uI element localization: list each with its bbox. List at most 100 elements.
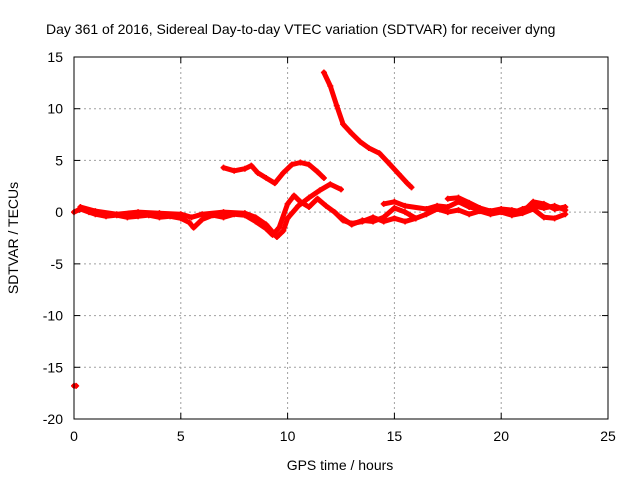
data-point [316,187,323,194]
x-tick-labels: 0 5 10 15 20 25 [70,428,616,444]
series-pass-7 [320,69,415,191]
data-point [423,211,430,218]
data-point [327,82,334,89]
data-point [284,200,291,207]
data-point [220,209,227,216]
data-point [357,138,364,145]
y-axis-title: SDTVAR / TECUs [5,182,21,294]
data-point [338,186,344,193]
data-point [220,164,227,171]
data-point [444,209,451,216]
data-point [476,205,483,212]
data-point [551,202,558,209]
data-point [444,195,451,202]
data-point [305,161,312,168]
data-point [241,210,248,217]
series-layer [71,69,569,389]
y-tick-label: -5 [51,256,64,272]
data-point [305,194,312,201]
data-point [562,207,569,214]
data-point [408,184,415,191]
data-point [359,217,366,224]
data-point [391,215,398,222]
data-point [551,215,558,222]
data-point [305,203,312,210]
data-point [391,198,398,205]
y-tick-label: 5 [55,152,63,168]
y-tick-labels: -20 -15 -10 -5 0 5 10 15 [43,49,63,427]
chart-title: Day 361 of 2016, Sidereal Day-to-day VTE… [46,21,555,37]
data-point [391,205,398,212]
series-pass-8 [71,382,80,389]
data-point [320,175,327,182]
data-point [370,218,377,225]
series-pass-2 [77,181,344,240]
data-point [395,170,402,177]
data-point [338,214,344,221]
y-tick-label: 10 [47,101,63,117]
data-point [314,195,321,202]
y-tick-label: -15 [43,359,63,375]
data-point [423,206,430,213]
series-trace [321,70,414,190]
data-point [365,145,372,152]
data-point [314,168,321,175]
data-point [519,206,526,213]
series-pass-5 [444,194,569,217]
data-point [295,202,302,209]
data-point [455,207,462,214]
data-point [297,159,304,166]
data-point [252,214,259,221]
data-point [280,227,287,234]
data-point [508,210,515,217]
data-point [263,175,270,182]
data-point [530,202,537,209]
x-tick-label: 25 [600,428,616,444]
data-point [273,233,280,240]
series-pass-6 [220,159,327,187]
data-point [254,169,261,176]
data-point [404,180,411,187]
data-point [323,202,330,209]
data-point [540,214,547,221]
plot-frame [73,56,609,420]
series-trace [77,181,344,240]
data-point [288,161,295,168]
data-point [444,203,451,210]
data-point [402,218,409,225]
data-point [333,102,340,109]
x-axis-title: GPS time / hours [287,457,394,473]
data-point [241,165,248,172]
data-point [348,221,355,228]
data-point [199,216,206,223]
data-point [402,209,409,216]
data-point [186,219,193,226]
data-point [412,215,419,222]
data-point [331,209,338,216]
y-tick-label: -10 [43,308,63,324]
data-point [340,121,347,128]
data-point [177,211,184,218]
data-point [113,211,120,218]
y-tick-label: 15 [47,49,63,65]
data-point [434,202,441,209]
data-point [220,214,227,221]
y-tick-label: -20 [43,411,63,427]
data-point [466,211,473,218]
data-point [387,161,394,168]
y-tick-label: 0 [55,204,63,220]
data-point [135,209,142,216]
data-point [263,221,270,228]
data-point [498,207,505,214]
data-point [380,200,387,207]
data-point [77,203,84,210]
data-point [487,208,494,215]
data-point [199,211,206,218]
x-tick-label: 15 [387,428,403,444]
data-point [276,224,283,231]
x-tick-label: 20 [493,428,509,444]
data-point [380,214,387,221]
data-point [188,214,195,221]
data-point [402,202,409,209]
data-point [190,224,197,231]
